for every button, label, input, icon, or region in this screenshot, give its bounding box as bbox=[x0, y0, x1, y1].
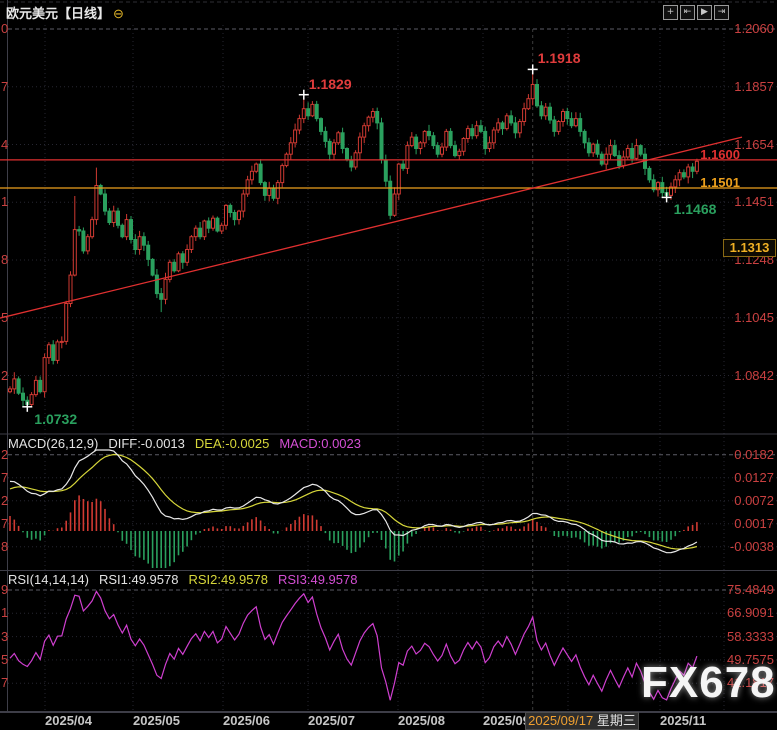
title-bar: 欧元美元【日线】 ⊖ bbox=[6, 3, 124, 22]
crosshair-weekday: 星期三 bbox=[596, 713, 636, 728]
rsi1-value: RSI1:49.9578 bbox=[98, 572, 179, 587]
pan-icon[interactable]: + bbox=[663, 5, 678, 20]
extreme-cross-markers bbox=[22, 64, 672, 412]
rsi-header: RSI(14,14,14) RSI1:49.9578 RSI2:49.9578 RSI… bbox=[8, 572, 367, 587]
macd-dea-value: DEA:-0.0025 bbox=[194, 436, 270, 451]
macd-header: MACD(26,12,9) DIFF:-0.0013 DEA:-0.0025 MACD… bbox=[8, 436, 371, 451]
candlestick-series bbox=[8, 69, 699, 408]
macd-series bbox=[9, 449, 698, 568]
rsi3-value: RSI3:49.9578 bbox=[277, 572, 358, 587]
watermark-logo: FX678 bbox=[641, 658, 776, 707]
crosshair-date: 2025/09/17 bbox=[528, 713, 594, 728]
macd-hist-value: MACD:0.0023 bbox=[279, 436, 361, 451]
rsi2-value: RSI2:49.9578 bbox=[188, 572, 268, 587]
scale-right-icon[interactable]: ⇥ bbox=[714, 5, 729, 20]
drawn-lines bbox=[0, 136, 777, 319]
macd-params-label: MACD(26,12,9) bbox=[8, 436, 99, 451]
page-title: 欧元美元【日线】 bbox=[6, 6, 111, 21]
scale-left-icon[interactable]: ⇤ bbox=[680, 5, 695, 20]
collapse-icon[interactable]: ⊖ bbox=[113, 6, 124, 21]
rsi-params-label: RSI(14,14,14) bbox=[8, 572, 89, 587]
crosshair-price-label: 1.1313 bbox=[723, 239, 776, 257]
crosshair-date-label: 2025/09/17 星期三 bbox=[525, 712, 639, 730]
time-axis-bar bbox=[0, 712, 777, 730]
grid-lines bbox=[0, 1, 777, 711]
macd-diff-value: DIFF:-0.0013 bbox=[108, 436, 185, 451]
rsi-series bbox=[9, 590, 698, 701]
autoplay-icon[interactable]: ▶ bbox=[697, 5, 712, 20]
chart-toolbar: + ⇤ ▶ ⇥ bbox=[663, 5, 729, 20]
